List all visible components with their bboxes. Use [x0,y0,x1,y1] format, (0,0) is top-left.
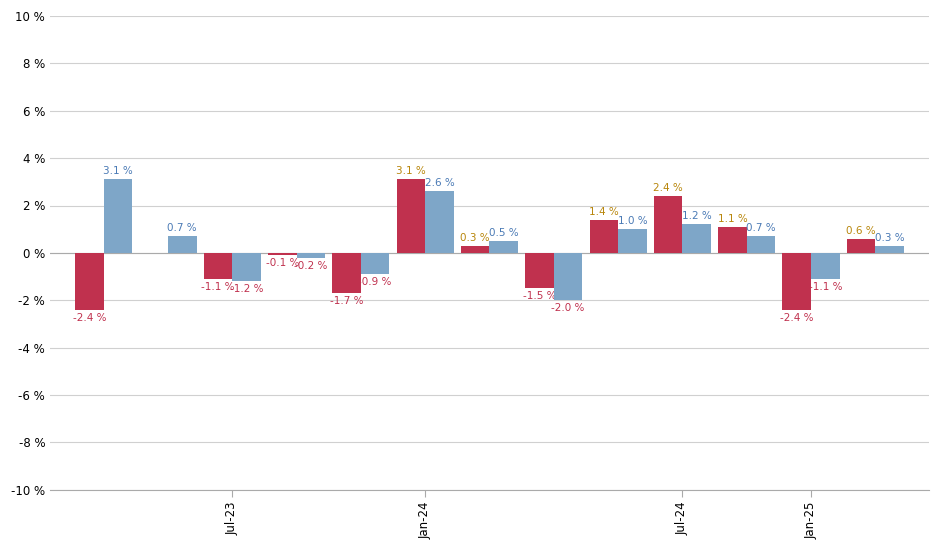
Bar [589,219,619,253]
Text: -1.2 %: -1.2 % [229,284,263,294]
Text: 2.6 %: 2.6 % [425,178,454,188]
Bar [619,229,647,253]
Text: 3.1 %: 3.1 % [396,167,426,177]
Bar [103,179,133,253]
Bar [490,241,518,253]
Bar [425,191,454,253]
Bar [461,246,490,253]
Bar [875,246,904,253]
Text: -2.0 %: -2.0 % [552,303,585,313]
Text: 0.3 %: 0.3 % [461,233,490,243]
Text: 3.1 %: 3.1 % [103,167,133,177]
Text: 0.7 %: 0.7 % [746,223,775,233]
Text: -1.1 %: -1.1 % [808,282,842,292]
Text: 0.5 %: 0.5 % [489,228,519,238]
Bar [297,253,325,257]
Bar [811,253,839,279]
Bar [718,227,746,253]
Bar [232,253,261,281]
Text: -1.7 %: -1.7 % [330,296,364,306]
Bar [682,224,711,253]
Text: 1.2 %: 1.2 % [682,211,712,221]
Text: -2.4 %: -2.4 % [72,313,106,323]
Text: -0.1 %: -0.1 % [266,258,299,268]
Bar [782,253,811,310]
Text: 1.1 %: 1.1 % [717,214,747,224]
Bar [397,179,425,253]
Bar [847,239,875,253]
Text: 1.0 %: 1.0 % [618,216,648,226]
Bar [746,236,775,253]
Bar [268,253,297,255]
Text: -0.9 %: -0.9 % [358,277,392,287]
Bar [554,253,583,300]
Bar [75,253,103,310]
Bar [361,253,389,274]
Text: 1.4 %: 1.4 % [589,207,619,217]
Text: -2.4 %: -2.4 % [780,313,813,323]
Text: 0.3 %: 0.3 % [875,233,904,243]
Text: -1.5 %: -1.5 % [523,292,556,301]
Text: 0.7 %: 0.7 % [167,223,197,233]
Text: 0.6 %: 0.6 % [846,226,876,235]
Text: -1.1 %: -1.1 % [201,282,235,292]
Text: -0.2 %: -0.2 % [294,261,327,271]
Text: 2.4 %: 2.4 % [653,183,683,193]
Bar [333,253,361,293]
Bar [654,196,682,253]
Bar [204,253,232,279]
Bar [168,236,196,253]
Bar [525,253,554,288]
